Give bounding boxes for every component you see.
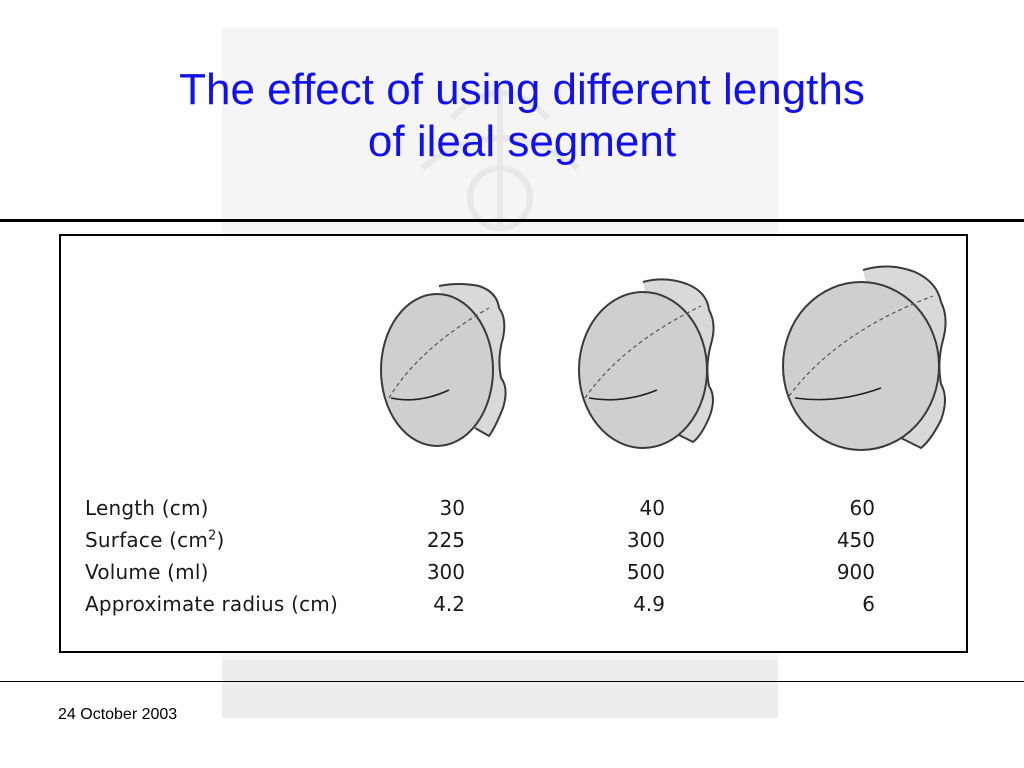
row-label: Surface (cm2) — [85, 528, 225, 552]
pouch-40cm-illustration — [578, 278, 715, 449]
emblem-watermark-icon — [222, 88, 778, 718]
table-row: Length (cm) 30 40 60 — [85, 492, 875, 524]
row-label: Length (cm) — [85, 496, 209, 520]
table-row: Volume (ml) 300 500 900 — [85, 556, 875, 588]
row-value-1: 300 — [426, 560, 465, 584]
row-value-2: 4.9 — [633, 592, 665, 616]
row-value-1: 225 — [426, 528, 465, 552]
pouch-30cm-illustration — [380, 283, 507, 447]
row-value-2: 300 — [626, 528, 665, 552]
row-value-2: 500 — [626, 560, 665, 584]
row-value-3: 900 — [836, 560, 875, 584]
row-value-2: 40 — [639, 496, 665, 520]
slide-title-line-2: of ileal segment — [367, 117, 677, 166]
row-value-3: 60 — [849, 496, 875, 520]
row-value-1: 4.2 — [433, 592, 465, 616]
figure-panel: Length (cm) 30 40 60 Surface (cm2) 225 300 450 V… — [59, 234, 968, 653]
table-row: Approximate radius (cm) 4.2 4.9 6 — [85, 588, 875, 620]
pouch-60cm-illustration — [782, 265, 947, 451]
slide-date: 24 October 2003 — [58, 706, 178, 723]
row-value-1: 30 — [439, 496, 465, 520]
pouch-dimensions-table: Length (cm) 30 40 60 Surface (cm2) 225 300 450 V… — [85, 492, 875, 620]
row-label: Approximate radius (cm) — [85, 592, 338, 616]
row-value-3: 6 — [862, 592, 875, 616]
slide-title-line-1: The effect of using different lengths — [179, 65, 865, 114]
table-row: Surface (cm2) 225 300 450 — [85, 524, 875, 556]
title-divider — [0, 219, 1024, 222]
row-label: Volume (ml) — [85, 560, 209, 584]
row-value-3: 450 — [836, 528, 875, 552]
slide-title: The effect of using different lengths of… — [40, 64, 1004, 168]
footer-divider — [0, 681, 1024, 682]
